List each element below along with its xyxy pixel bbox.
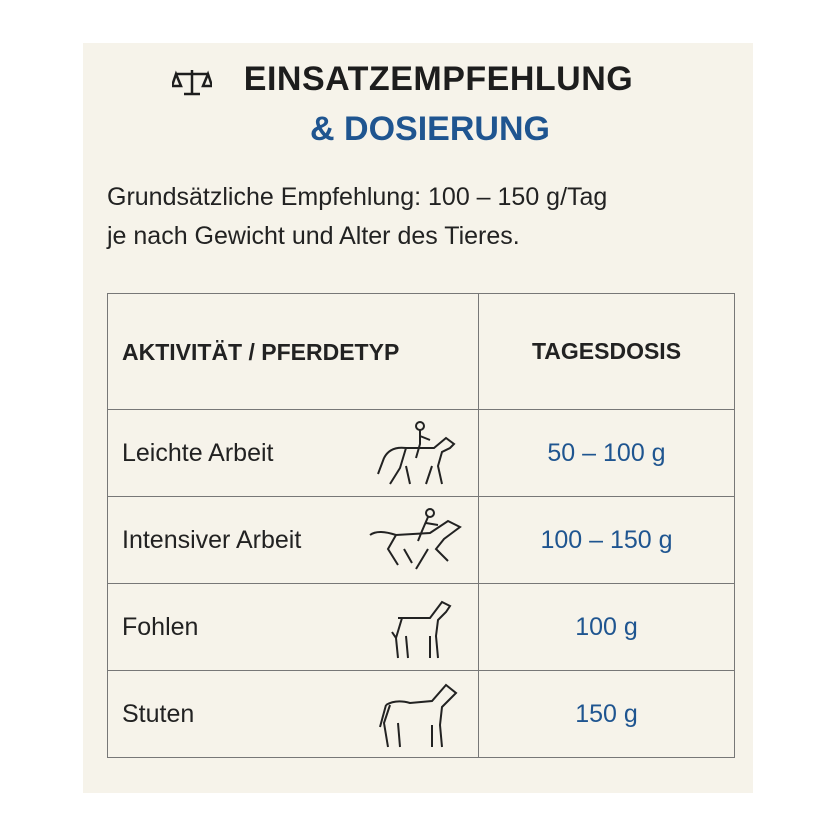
activity: Intensiver Arbeit: [122, 525, 302, 554]
header-cell: TAGESDOSIS: [478, 293, 735, 410]
activity-cell: Leichte Arbeit: [107, 409, 479, 497]
horse-icon: [391, 600, 452, 659]
activity-cell: Stuten: [107, 670, 479, 758]
activity-cell: Intensiver Arbeit: [107, 496, 479, 584]
intro-line: Grundsätzliche Empfehlung: 100 – 150 g/T…: [107, 183, 608, 211]
activity-cell: Fohlen: [107, 583, 479, 671]
intro-line: je nach Gewicht und Alter des Tieres.: [107, 222, 520, 250]
dose-cell: 100 – 150 g: [478, 496, 735, 584]
activity: Leichte Arbeit: [122, 438, 274, 467]
dosage-table: AKTIVITÄT / PFERDETYP TAGESDOSIS Leichte …: [107, 293, 735, 758]
title: EINSATZEMPFEHLUNG: [243, 60, 634, 98]
dose-cell: 150 g: [478, 670, 735, 758]
horse-icon: [377, 421, 456, 485]
scale-icon: [172, 70, 212, 96]
header-cell: AKTIVITÄT / PFERDETYP: [107, 293, 479, 410]
horse-icon: [369, 508, 462, 570]
activity: Stuten: [122, 699, 195, 728]
dose-cell: 100 g: [478, 583, 735, 671]
horse-icon: [379, 683, 458, 748]
subtitle: & DOSIERUNG: [310, 110, 550, 148]
dose-cell: 50 – 100 g: [478, 409, 735, 497]
activity: Fohlen: [122, 612, 199, 641]
